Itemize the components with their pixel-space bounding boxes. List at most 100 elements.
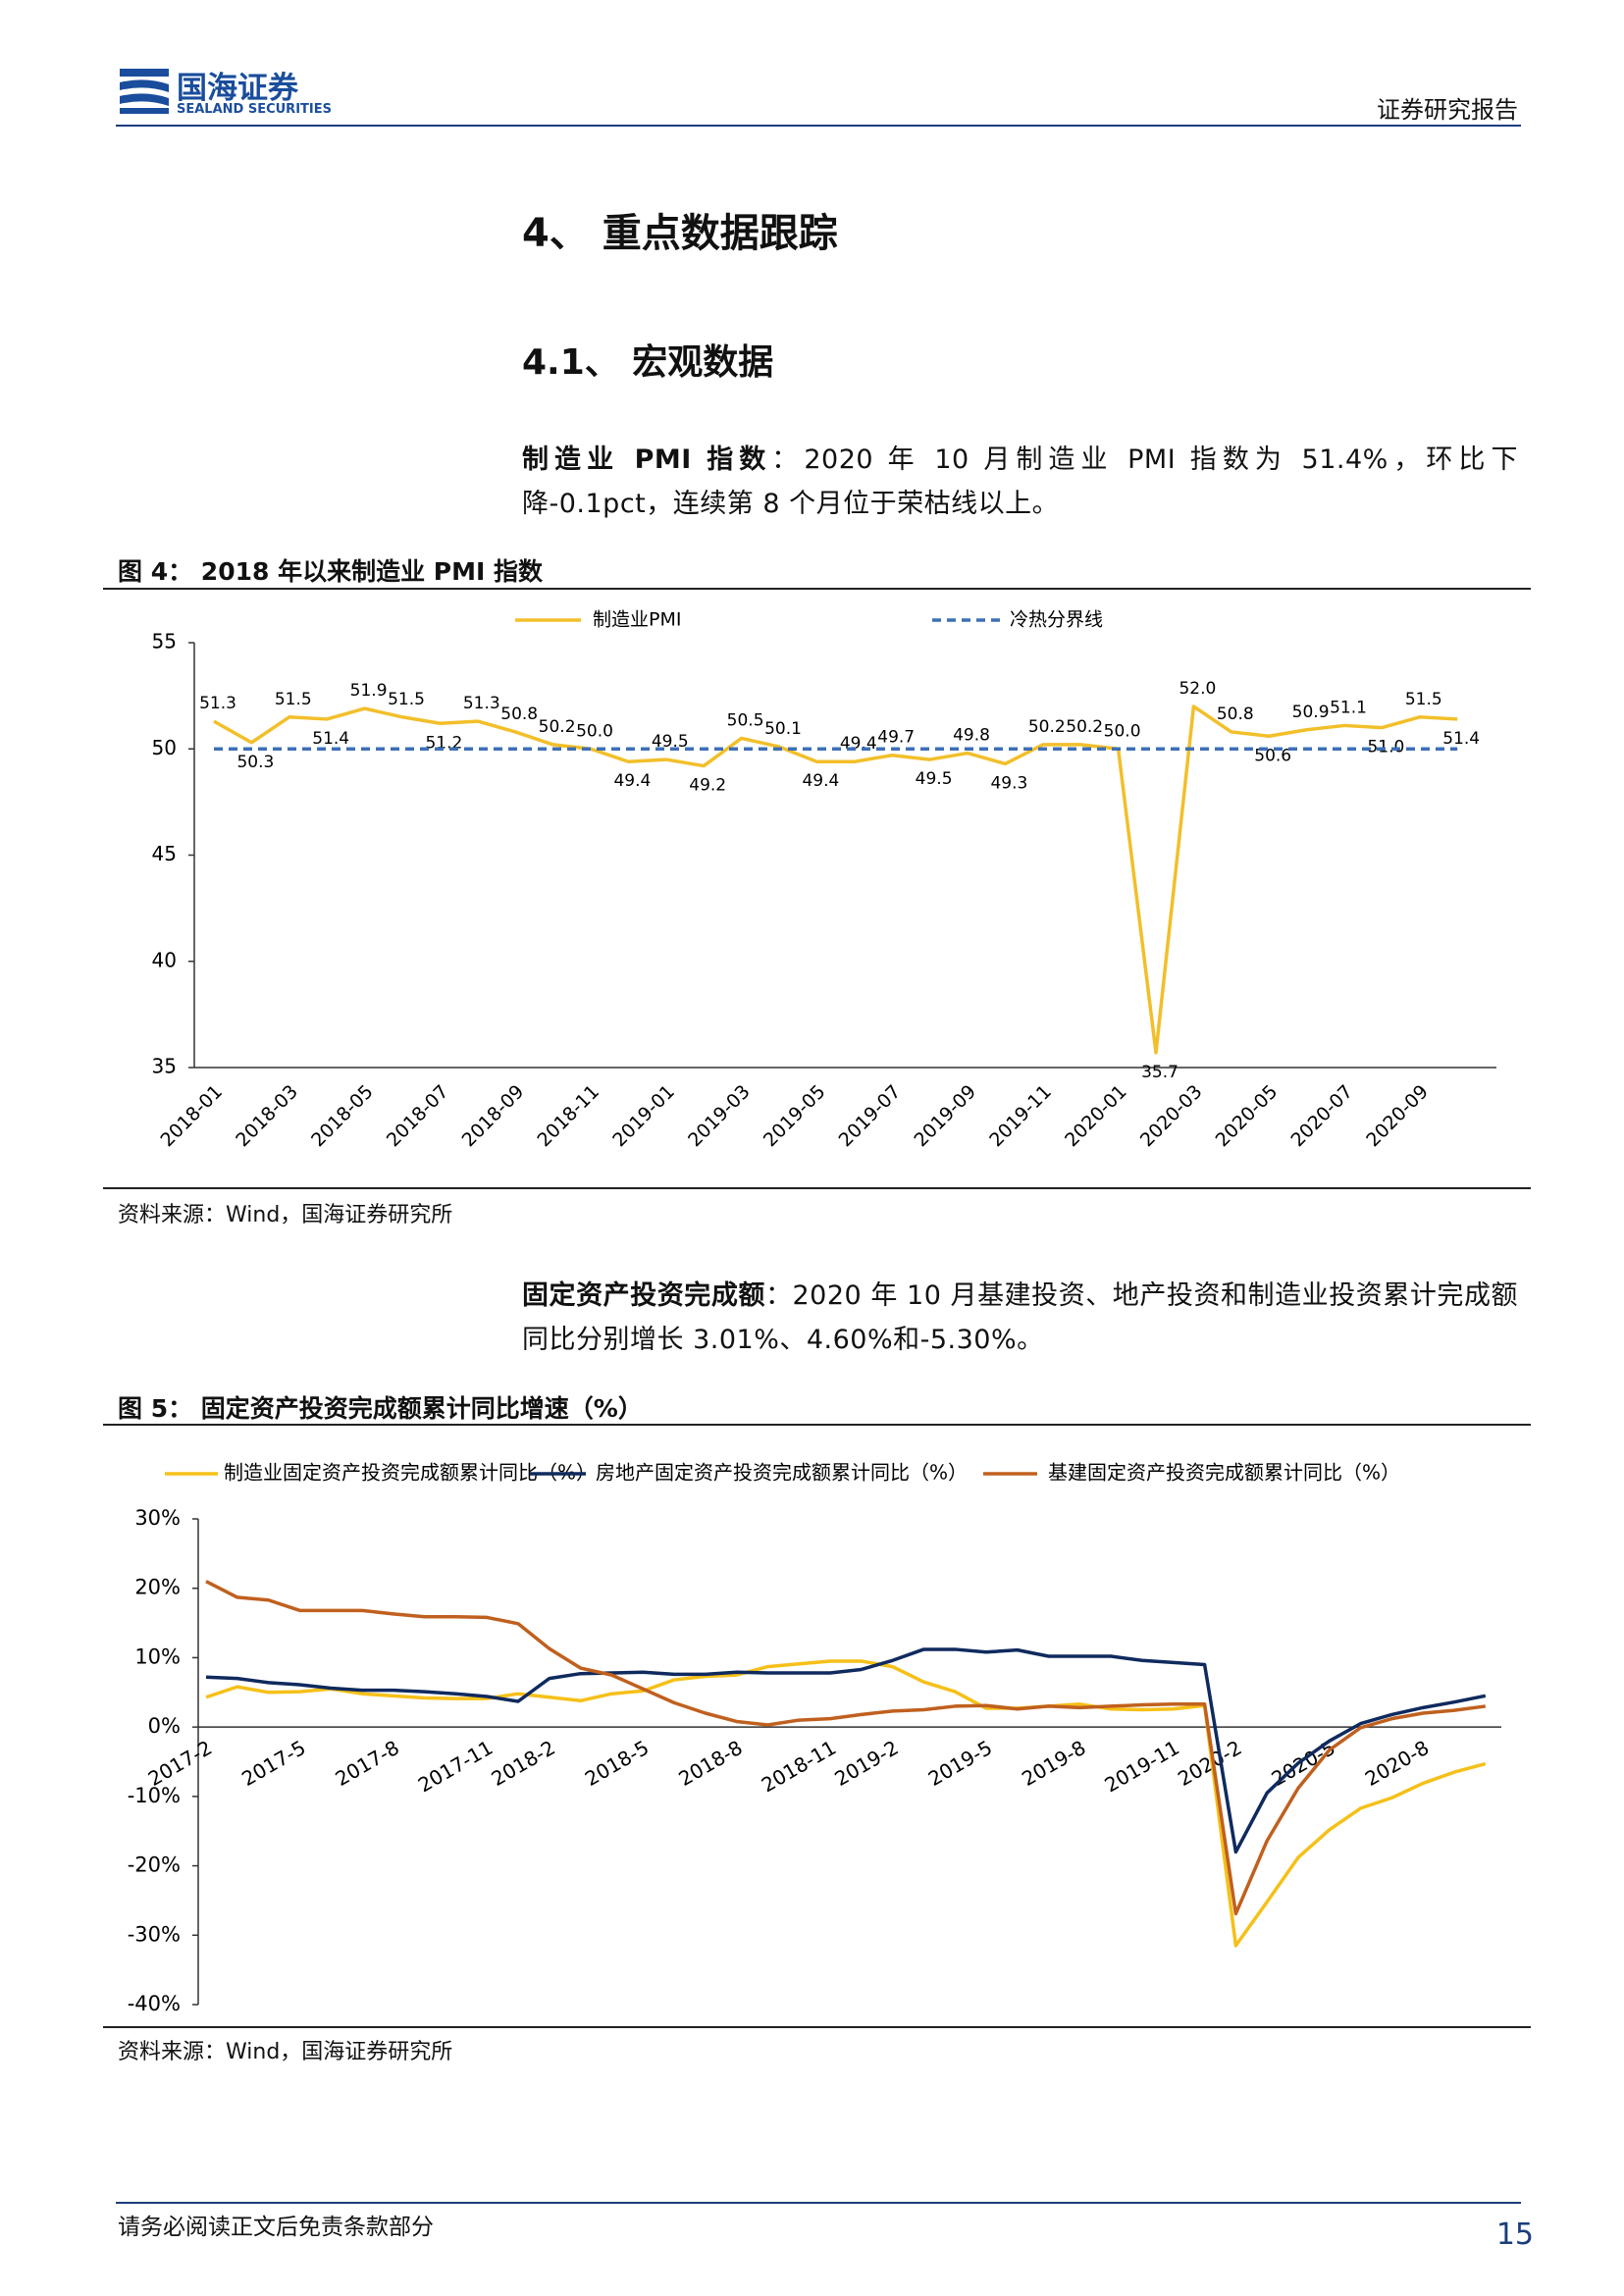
paragraph-text: ：2020 年 10 月制造业 PMI 指数为 51.4%，环比下降-0.1pc… — [522, 444, 1518, 519]
data-label: 51.4 — [1442, 729, 1480, 749]
data-label: 49.4 — [802, 771, 839, 791]
footer-disclaimer: 请务必阅读正文后免责条款部分 — [118, 2215, 434, 2240]
y-tick-label: 0% — [148, 1714, 181, 1738]
data-label: 50.2 — [1028, 717, 1066, 737]
data-label: 51.3 — [199, 694, 236, 713]
figure-caption: 图 5： 固定资产投资完成额累计同比增速（%） — [118, 1394, 643, 1423]
page-number: 15 — [1495, 2218, 1534, 2252]
paragraph-lead: 固定资产投资完成额 — [522, 1280, 765, 1311]
data-label: 50.0 — [1104, 721, 1141, 741]
y-tick-label: 30% — [134, 1506, 181, 1530]
x-tick-label: 2018-11 — [758, 1736, 840, 1798]
x-tick-label: 2019-07 — [835, 1081, 906, 1152]
data-label: 51.5 — [388, 690, 425, 709]
x-tick-label: 2020-03 — [1136, 1081, 1207, 1152]
x-tick-label: 2019-11 — [1101, 1736, 1183, 1798]
x-tick-label: 2018-01 — [156, 1081, 227, 1152]
data-label: 50.1 — [764, 719, 802, 739]
x-tick-label: 2018-2 — [488, 1736, 559, 1791]
x-tick-label: 2018-03 — [232, 1081, 302, 1152]
legend-label: 房地产固定资产投资完成额累计同比（%） — [596, 1461, 968, 1485]
data-label: 50.6 — [1254, 746, 1291, 765]
x-tick-label: 2018-05 — [307, 1081, 378, 1152]
logo-icon — [120, 69, 169, 114]
logo-english: SEALAND SECURITIES — [177, 102, 332, 117]
x-tick-label: 2018-07 — [383, 1081, 453, 1152]
data-label: 49.8 — [953, 726, 990, 746]
report-type: 证券研究报告 — [1377, 96, 1518, 124]
x-tick-label: 2017-8 — [332, 1736, 403, 1791]
series-line — [205, 1647, 1487, 1854]
x-tick-label: 2020-05 — [1212, 1081, 1283, 1152]
legend-label: 制造业PMI — [593, 609, 681, 631]
x-tick-label: 2018-8 — [674, 1736, 746, 1791]
x-tick-label: 2019-01 — [608, 1081, 679, 1152]
y-tick-label: 55 — [152, 630, 177, 653]
y-tick-label: 35 — [152, 1055, 177, 1078]
y-tick-label: -40% — [128, 1992, 181, 2015]
data-label: 50.2 — [1066, 717, 1103, 737]
header-rule — [116, 125, 1521, 127]
data-label: 50.5 — [727, 710, 764, 730]
data-label: 51.0 — [1367, 738, 1404, 757]
x-tick-label: 2020-07 — [1286, 1081, 1357, 1152]
figure-rule — [103, 2026, 1531, 2028]
x-tick-label: 2020-01 — [1061, 1081, 1131, 1152]
x-tick-label: 2017-2 — [144, 1736, 216, 1791]
y-tick-label: -20% — [128, 1853, 181, 1877]
figure-source: 资料来源：Wind，国海证券研究所 — [118, 2040, 453, 2064]
x-tick-label: 2019-05 — [760, 1081, 830, 1152]
data-label: 50.9 — [1292, 703, 1330, 722]
legend-label: 冷热分界线 — [1010, 609, 1103, 631]
data-label: 50.8 — [1217, 704, 1254, 724]
figure-rule — [103, 1424, 1531, 1426]
data-label: 50.2 — [539, 717, 576, 737]
data-label: 51.3 — [463, 694, 500, 713]
data-label: 51.5 — [1405, 690, 1442, 709]
figure-source: 资料来源：Wind，国海证券研究所 — [118, 1203, 453, 1227]
data-label: 50.3 — [236, 753, 274, 772]
paragraph: 固定资产投资完成额：2020 年 10 月基建投资、地产投资和制造业投资累计完成… — [522, 1274, 1518, 1362]
paragraph-lead: 制造业 PMI 指数 — [522, 444, 772, 475]
data-label: 51.9 — [350, 681, 388, 701]
x-tick-label: 2018-11 — [533, 1081, 603, 1152]
data-label: 49.4 — [840, 734, 877, 754]
data-label: 35.7 — [1141, 1063, 1179, 1082]
data-label: 50.8 — [500, 704, 538, 724]
x-tick-label: 2018-5 — [581, 1736, 653, 1791]
x-tick-label: 2017-5 — [237, 1736, 309, 1791]
series-line — [213, 704, 1458, 1055]
data-label: 49.4 — [613, 771, 651, 791]
x-tick-label: 2019-11 — [985, 1081, 1056, 1152]
data-label: 51.5 — [275, 690, 312, 709]
x-tick-label: 2018-09 — [458, 1081, 529, 1152]
data-label: 49.5 — [652, 732, 689, 752]
y-tick-label: -10% — [128, 1784, 181, 1807]
section-heading: 4、 重点数据跟踪 — [522, 211, 838, 256]
paragraph: 制造业 PMI 指数：2020 年 10 月制造业 PMI 指数为 51.4%，… — [522, 438, 1518, 526]
legend-label: 基建固定资产投资完成额累计同比（%） — [1048, 1461, 1400, 1485]
y-tick-label: 45 — [152, 842, 177, 865]
y-tick-label: 10% — [134, 1644, 181, 1668]
y-tick-label: 20% — [134, 1576, 181, 1599]
x-tick-label: 2019-5 — [924, 1736, 996, 1791]
series-line — [205, 1580, 1487, 1916]
x-tick-label: 2019-8 — [1018, 1736, 1089, 1791]
data-label: 51.4 — [312, 729, 349, 749]
logo-name: 国海证券 — [177, 71, 298, 106]
data-label: 50.0 — [576, 721, 613, 741]
figure-rule — [103, 1187, 1531, 1189]
data-label: 49.7 — [877, 728, 915, 748]
data-label: 49.3 — [990, 773, 1027, 793]
x-tick-label: 2019-2 — [830, 1736, 902, 1791]
y-tick-label: 40 — [152, 948, 177, 971]
figure-caption: 图 4： 2018 年以来制造业 PMI 指数 — [118, 557, 543, 586]
y-tick-label: 50 — [152, 736, 177, 759]
data-label: 51.1 — [1330, 698, 1367, 717]
y-tick-label: -30% — [128, 1922, 181, 1946]
footer-rule — [116, 2202, 1521, 2204]
paragraph-text: ：2020 年 10 月基建投资、地产投资和制造业投资累计完成额同比分别增长 3… — [522, 1280, 1518, 1355]
data-label: 49.2 — [689, 776, 726, 796]
